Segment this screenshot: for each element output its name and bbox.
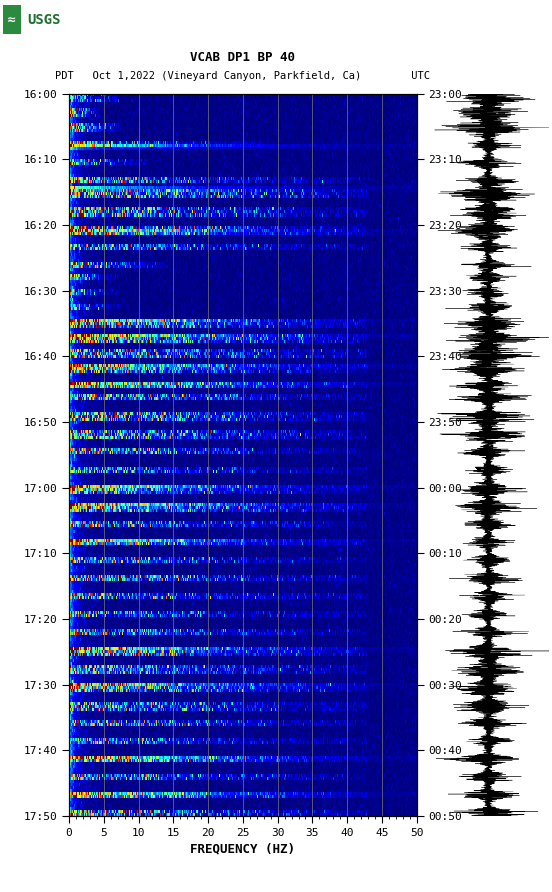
FancyBboxPatch shape [3, 5, 20, 34]
Text: ≈: ≈ [7, 14, 17, 25]
X-axis label: FREQUENCY (HZ): FREQUENCY (HZ) [190, 842, 295, 855]
Text: PDT   Oct 1,2022 (Vineyard Canyon, Parkfield, Ca)        UTC: PDT Oct 1,2022 (Vineyard Canyon, Parkfie… [55, 70, 431, 81]
Text: VCAB DP1 BP 40: VCAB DP1 BP 40 [190, 52, 295, 64]
Text: USGS: USGS [27, 12, 61, 27]
